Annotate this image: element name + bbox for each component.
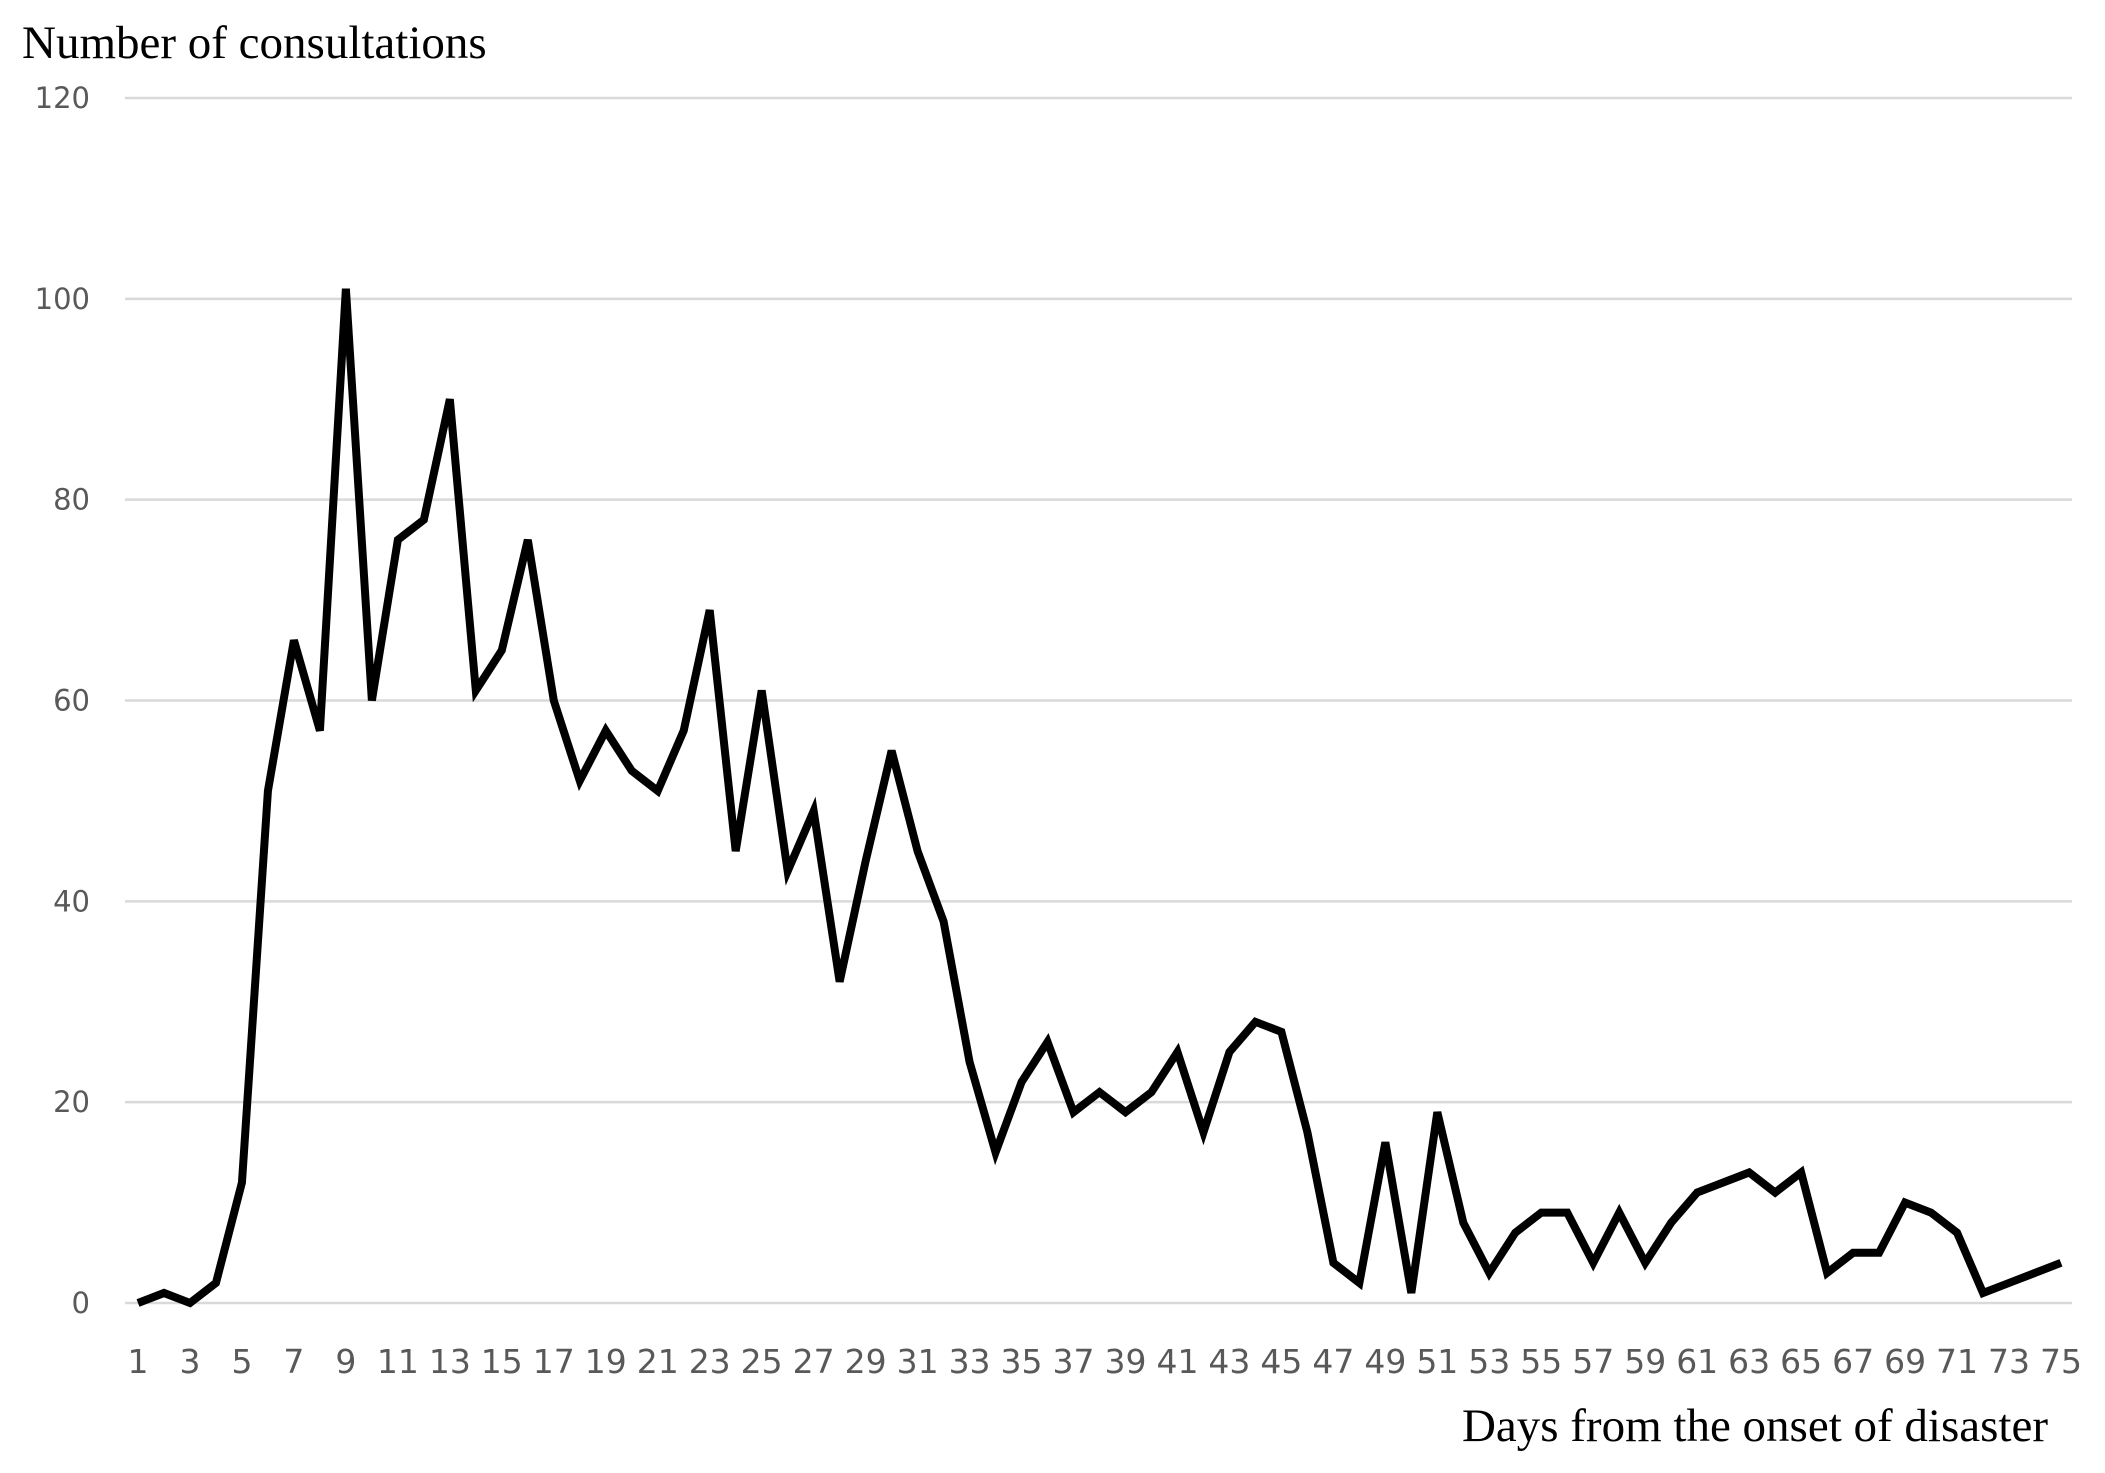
x-tick-label: 11	[377, 1342, 419, 1381]
x-tick-label: 61	[1676, 1342, 1718, 1381]
x-tick-label: 45	[1260, 1342, 1302, 1381]
x-tick-label: 63	[1728, 1342, 1770, 1381]
x-tick-label: 37	[1053, 1342, 1095, 1381]
x-tick-label: 51	[1416, 1342, 1458, 1381]
x-tick-label: 69	[1884, 1342, 1926, 1381]
x-tick-label: 29	[845, 1342, 887, 1381]
y-tick-label: 100	[35, 282, 90, 316]
x-tick-label: 35	[1001, 1342, 1043, 1381]
y-tick-label: 80	[53, 483, 90, 517]
x-tick-label: 3	[179, 1342, 200, 1381]
x-tick-label: 59	[1624, 1342, 1666, 1381]
x-tick-label: 25	[741, 1342, 783, 1381]
y-tick-label: 60	[53, 684, 90, 718]
y-tick-label: 40	[53, 884, 90, 918]
x-tick-label: 17	[533, 1342, 575, 1381]
x-axis-label: Days from the onset of disaster	[1462, 1400, 2048, 1452]
x-tick-label: 33	[949, 1342, 991, 1381]
x-tick-label: 43	[1208, 1342, 1250, 1381]
gridlines	[125, 96, 2072, 1305]
x-tick-label: 5	[231, 1342, 252, 1381]
y-tick-label: 0	[72, 1286, 90, 1320]
x-tick-label: 67	[1832, 1342, 1874, 1381]
x-tick-label: 75	[2040, 1342, 2082, 1381]
x-tick-label: 65	[1780, 1342, 1822, 1381]
x-tick-label: 31	[897, 1342, 939, 1381]
x-tick-label: 73	[1988, 1342, 2030, 1381]
x-tick-label: 55	[1520, 1342, 1562, 1381]
x-tick-label: 49	[1364, 1342, 1406, 1381]
y-axis-label: Number of consultations	[22, 17, 487, 69]
x-tick-label: 19	[585, 1342, 627, 1381]
x-tick-label: 23	[689, 1342, 731, 1381]
x-tick-label: 1	[128, 1342, 149, 1381]
x-tick-label: 53	[1468, 1342, 1510, 1381]
x-tick-label: 15	[481, 1342, 523, 1381]
x-tick-label: 27	[793, 1342, 835, 1381]
y-tick-label: 120	[35, 81, 90, 115]
x-tick-label: 7	[283, 1342, 304, 1381]
x-tick-label: 39	[1104, 1342, 1146, 1381]
x-axis-ticks: 1 3 5 7 9 11 13 15 17 19 21 23 25 27 29 31 33 35 37 39 41 43 4…	[128, 1342, 2083, 1381]
series-line-consultations	[136, 288, 2063, 1308]
x-tick-label: 47	[1312, 1342, 1354, 1381]
x-tick-label: 13	[429, 1342, 471, 1381]
x-tick-label: 41	[1156, 1342, 1198, 1381]
x-tick-label: 71	[1936, 1342, 1978, 1381]
x-tick-label: 9	[335, 1342, 356, 1381]
y-tick-label: 20	[53, 1085, 90, 1119]
x-tick-label: 57	[1572, 1342, 1614, 1381]
x-tick-label: 21	[637, 1342, 679, 1381]
y-axis-ticks: 0 20 40 60 80 100 120	[35, 81, 90, 1320]
